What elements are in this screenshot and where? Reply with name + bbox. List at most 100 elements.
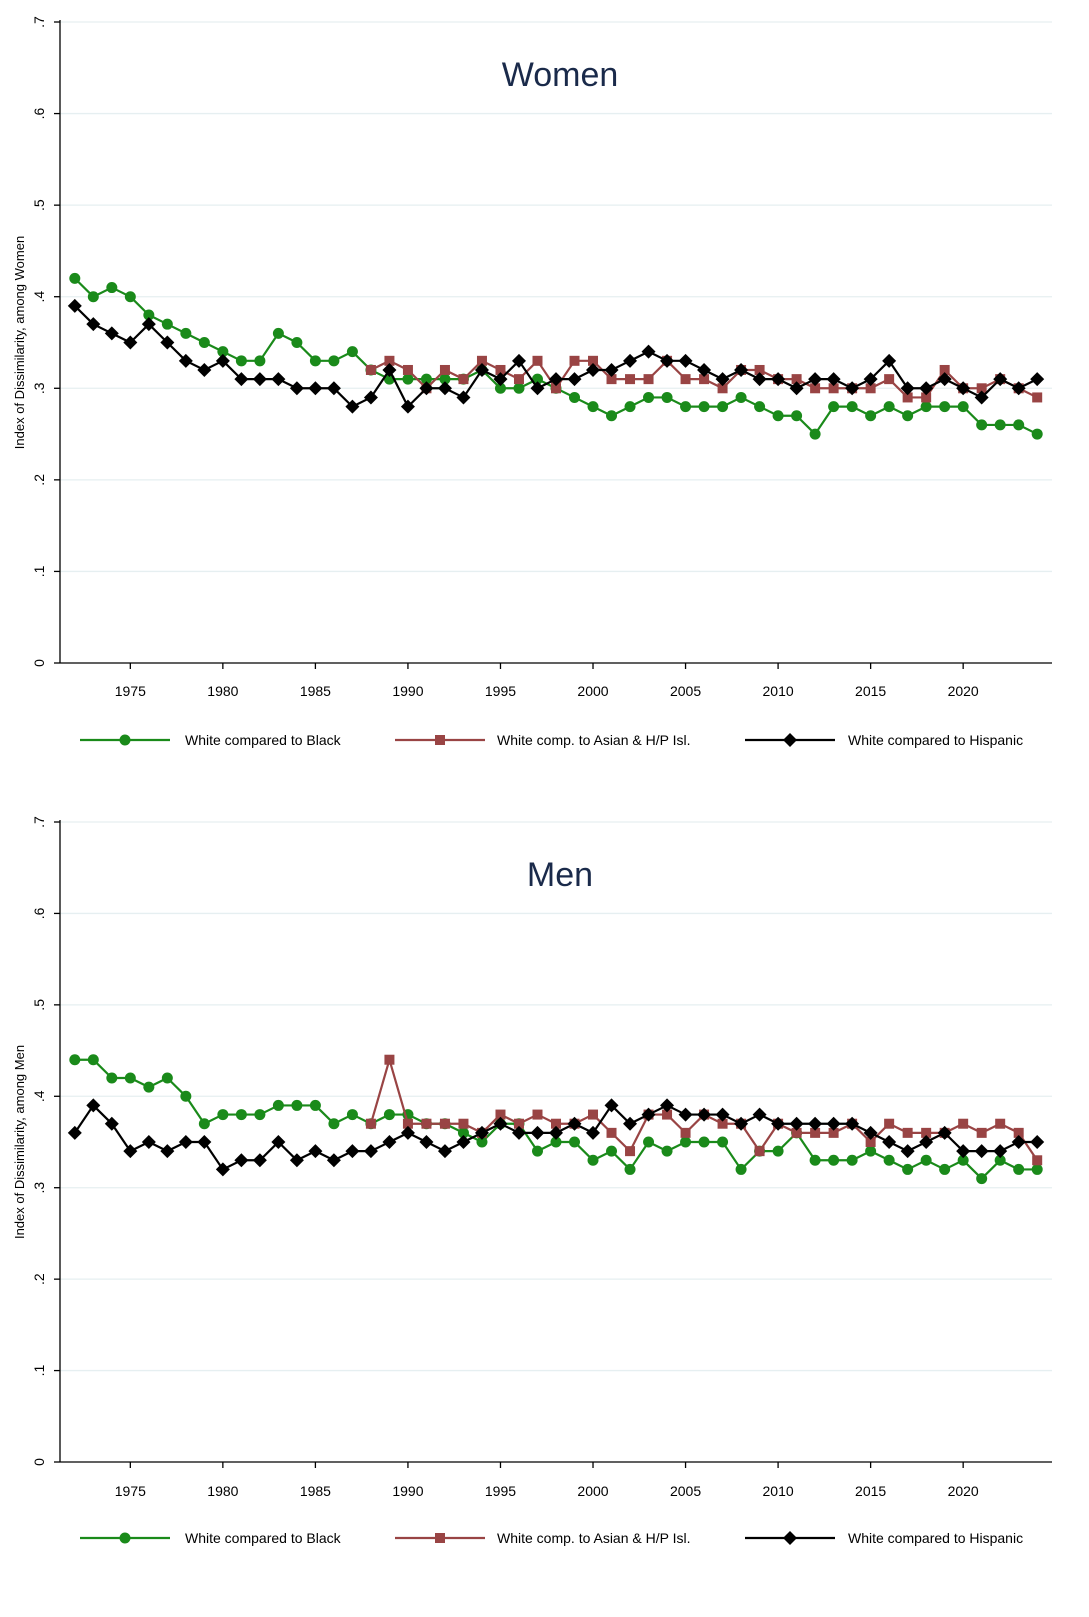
data-point <box>272 327 284 339</box>
data-point <box>1030 1135 1045 1149</box>
data-point <box>160 1144 175 1159</box>
y-tick-label: .4 <box>31 1090 47 1102</box>
data-point <box>588 355 599 366</box>
data-point <box>902 1127 913 1138</box>
data-point <box>531 1145 543 1157</box>
data-point <box>532 355 543 366</box>
y-tick-label: .1 <box>31 1365 47 1377</box>
data-point <box>976 419 988 431</box>
data-point <box>791 410 803 422</box>
data-point <box>717 1136 729 1148</box>
data-point <box>828 1154 840 1166</box>
data-point <box>828 383 839 394</box>
x-tick-label: 1995 <box>485 1483 516 1499</box>
data-point <box>1011 381 1026 396</box>
data-point <box>939 1163 951 1175</box>
data-point <box>643 391 655 403</box>
data-point <box>623 1116 638 1131</box>
series-white-compared-to-hispanic <box>67 298 1045 414</box>
data-point <box>494 382 506 394</box>
y-tick-label: .3 <box>31 382 47 394</box>
data-point <box>660 1098 675 1113</box>
data-point <box>643 1136 655 1148</box>
data-point <box>345 1144 360 1159</box>
data-point <box>957 1154 969 1166</box>
data-point <box>919 381 934 396</box>
data-point <box>198 1118 210 1130</box>
data-point <box>141 317 156 332</box>
data-point <box>660 353 675 368</box>
data-point <box>921 1127 932 1138</box>
data-point <box>680 1127 691 1138</box>
y-tick-label: .4 <box>31 291 47 303</box>
chart-panel-women: 0 .1 .2 .3 .4 .5 .6 .7 1975 1980 1985 1990 1995 2000 2… <box>12 16 1052 748</box>
data-point <box>530 1125 545 1140</box>
data-point <box>974 1144 989 1159</box>
data-point <box>104 1116 119 1131</box>
data-point <box>606 1145 618 1157</box>
data-point <box>384 355 395 366</box>
y-tick-label: .7 <box>31 16 47 28</box>
data-point <box>551 383 561 394</box>
data-point <box>252 1153 267 1168</box>
data-point <box>810 1127 821 1138</box>
data-point <box>161 1072 173 1084</box>
x-tick-label: 2010 <box>763 1483 794 1499</box>
data-point <box>309 1099 321 1111</box>
data-point <box>919 1135 934 1149</box>
data-point <box>808 372 823 387</box>
legend-label: White comp. to Asian & H/P Isl. <box>497 1530 690 1546</box>
data-point <box>217 1109 229 1121</box>
data-point <box>1011 1135 1026 1149</box>
data-point <box>569 1136 581 1148</box>
data-point <box>643 374 654 385</box>
data-point <box>551 1118 561 1129</box>
data-point <box>937 1125 952 1140</box>
data-point <box>994 419 1006 431</box>
data-point <box>771 372 786 387</box>
legend-item-white-comp-to-asian-h-p-isl: White comp. to Asian & H/P Isl. <box>395 732 690 748</box>
data-point <box>550 1136 562 1148</box>
data-point <box>680 374 691 385</box>
data-point <box>826 1116 841 1131</box>
data-point <box>439 1118 450 1129</box>
data-point <box>697 1107 712 1122</box>
data-point <box>1031 428 1043 440</box>
x-tick-label: 1990 <box>392 1483 423 1499</box>
data-point <box>789 381 804 396</box>
data-point <box>680 401 692 413</box>
data-point <box>271 372 286 387</box>
data-point <box>234 372 249 387</box>
data-point <box>567 372 582 387</box>
data-point <box>235 355 247 367</box>
data-point <box>902 1163 914 1175</box>
data-point <box>495 1109 506 1120</box>
data-point <box>420 373 432 385</box>
data-point <box>1031 1163 1043 1175</box>
data-point <box>421 1118 432 1129</box>
data-point <box>920 401 932 413</box>
data-point <box>458 374 469 385</box>
data-point <box>586 362 601 377</box>
data-point <box>402 1118 413 1129</box>
data-point <box>1032 392 1043 403</box>
data-point <box>326 381 341 396</box>
data-point <box>476 355 487 366</box>
data-point <box>884 1118 895 1129</box>
data-point <box>198 337 210 348</box>
data-point <box>437 1144 452 1159</box>
data-point <box>754 401 766 413</box>
data-point <box>569 355 580 366</box>
data-point <box>606 374 617 385</box>
data-point <box>845 381 860 396</box>
data-point <box>752 1107 767 1122</box>
data-point <box>180 1090 192 1102</box>
data-point <box>884 374 895 385</box>
data-point <box>272 1099 284 1111</box>
y-axis-label: Index of Dissimilarity, among Women <box>12 236 27 449</box>
y-tick-label: .5 <box>31 199 47 211</box>
data-point <box>883 1154 895 1166</box>
data-point <box>458 1118 469 1129</box>
data-point <box>754 1146 765 1157</box>
